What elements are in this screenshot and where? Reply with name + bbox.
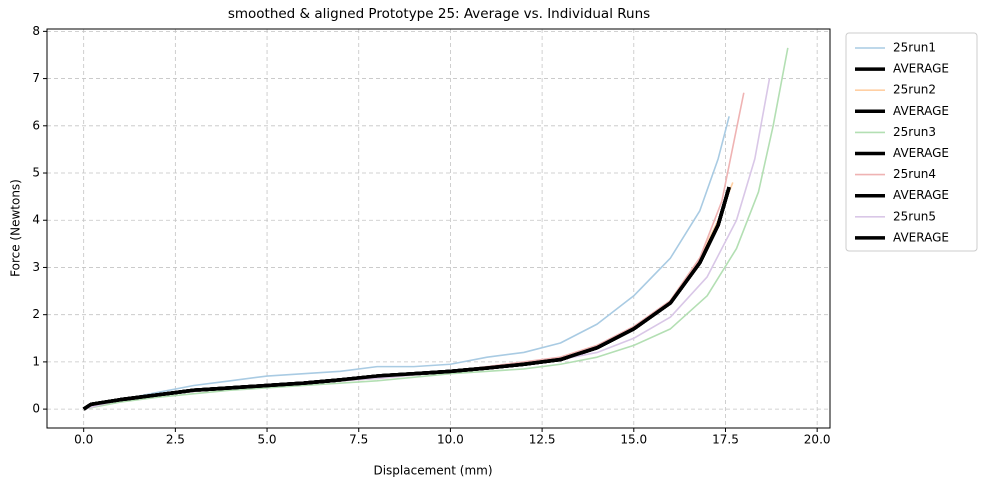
y-tick-label: 5 xyxy=(32,166,40,180)
x-tick-label: 2.5 xyxy=(166,433,185,447)
x-tick-label: 17.5 xyxy=(712,433,739,447)
x-tick-label: 5.0 xyxy=(257,433,276,447)
y-tick-label: 4 xyxy=(32,213,40,227)
plot-frame xyxy=(46,28,831,429)
y-tick-label: 7 xyxy=(32,71,40,85)
y-tick-label: 6 xyxy=(32,118,40,132)
legend-label: 25run5 xyxy=(893,209,936,223)
legend-label: AVERAGE xyxy=(893,104,949,118)
y-tick-label: 1 xyxy=(32,354,40,368)
y-tick-label: 2 xyxy=(32,307,40,321)
chart-title: smoothed & aligned Prototype 25: Average… xyxy=(228,6,650,22)
legend-label: AVERAGE xyxy=(893,230,949,244)
x-tick-label: 20.0 xyxy=(804,433,831,447)
x-tick-label: 12.5 xyxy=(529,433,556,447)
legend-label: 25run3 xyxy=(893,125,936,139)
series-line xyxy=(83,116,730,410)
y-tick-label: 3 xyxy=(32,260,40,274)
y-tick-label: 0 xyxy=(32,402,40,416)
series-line xyxy=(83,78,771,410)
x-tick-label: 7.5 xyxy=(349,433,368,447)
legend-label: AVERAGE xyxy=(893,188,949,202)
series-line xyxy=(82,186,731,411)
x-tick-label: 0.0 xyxy=(74,433,93,447)
legend-label: 25run2 xyxy=(893,83,936,97)
y-axis-label: Force (Newtons) xyxy=(9,179,23,277)
x-tick-label: 10.0 xyxy=(437,433,464,447)
y-tick-label: 8 xyxy=(32,24,40,38)
x-axis-label: Displacement (mm) xyxy=(373,464,492,478)
legend-label: 25run4 xyxy=(893,167,936,181)
legend-label: AVERAGE xyxy=(893,62,949,76)
series-line xyxy=(83,47,789,410)
legend-label: AVERAGE xyxy=(893,146,949,160)
x-tick-label: 15.0 xyxy=(620,433,647,447)
legend-label: 25run1 xyxy=(893,41,936,55)
